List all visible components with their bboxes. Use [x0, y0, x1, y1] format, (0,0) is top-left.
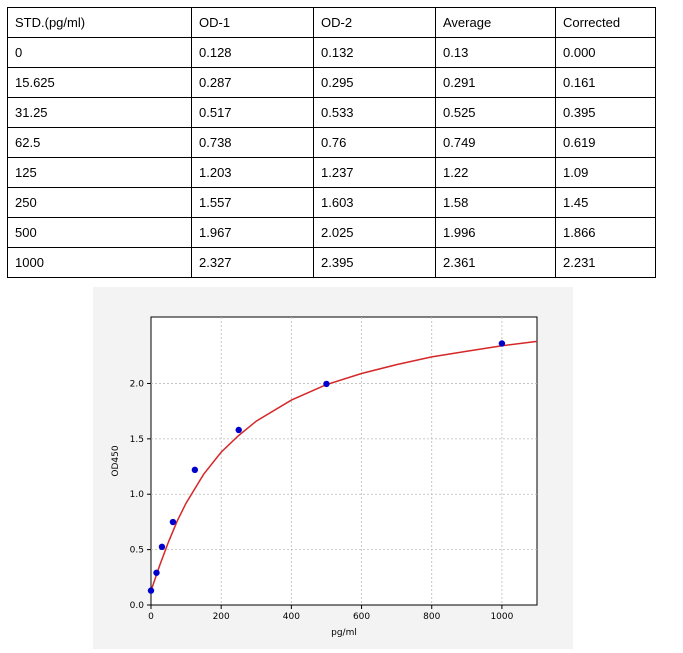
table-row: 500 1.967 2.025 1.996 1.866 — [7, 217, 656, 248]
y-tick-label: 1.0 — [130, 490, 145, 500]
y-tick-label: 0.0 — [130, 601, 145, 611]
table-cell: 1.45 — [555, 187, 656, 218]
table-cell: 0.395 — [555, 97, 656, 128]
data-point — [323, 380, 330, 388]
table-header-cell: OD-2 — [313, 7, 436, 38]
table-cell: 0.76 — [313, 127, 436, 158]
table-header-cell: OD-1 — [191, 7, 314, 38]
table-row: 125 1.203 1.237 1.22 1.09 — [7, 157, 656, 188]
fit-curve-layer — [150, 340, 538, 591]
data-point — [153, 569, 160, 576]
table-cell: 0.619 — [555, 127, 656, 158]
table-cell: 0.128 — [191, 37, 314, 68]
table-cell: 0.161 — [555, 67, 656, 98]
table-cell: 250 — [7, 187, 192, 218]
x-tick-label: 600 — [353, 612, 370, 622]
data-point — [235, 426, 242, 434]
table-cell: 1.22 — [435, 157, 556, 188]
table-cell: 0.000 — [555, 37, 656, 68]
axis-ticks: 0 200 400 600 800 1000 0.0 0.5 1.0 1.5 2.0 — [130, 379, 514, 622]
plot-area — [150, 316, 538, 606]
table-cell: 0.749 — [435, 127, 556, 158]
table-header-cell: Corrected — [555, 7, 656, 38]
data-point — [498, 340, 506, 347]
table-cell: 31.25 — [7, 97, 192, 128]
data-point — [191, 466, 199, 474]
table-cell: 1.58 — [435, 187, 556, 218]
table-header-cell: Average — [435, 7, 556, 38]
table-row: 0 0.128 0.132 0.13 0.000 — [7, 37, 656, 68]
fit-curve — [150, 340, 538, 591]
table-cell: 500 — [7, 217, 192, 248]
table-cell: 0.287 — [191, 67, 314, 98]
data-point — [158, 543, 166, 551]
table-cell: 2.395 — [313, 247, 436, 278]
table-cell: 1.996 — [435, 217, 556, 248]
table-cell: 1.967 — [191, 217, 314, 248]
data-points-layer — [147, 340, 506, 594]
grid-lines — [151, 317, 537, 605]
table-cell: 0.738 — [191, 127, 314, 158]
x-tick-label: 400 — [283, 612, 300, 622]
y-tick-label: 2.0 — [130, 379, 145, 389]
table-cell: 1.203 — [191, 157, 314, 188]
table-cell: 0 — [7, 37, 192, 68]
table-cell: 0.295 — [313, 67, 436, 98]
standard-curve-table: STD.(pg/ml) OD-1 OD-2 Average Corrected 0 0.12… — [7, 7, 656, 278]
table-cell: 2.361 — [435, 247, 556, 278]
x-axis-title: pg/ml — [331, 628, 357, 638]
table-cell: 15.625 — [7, 67, 192, 98]
x-tick-label: 800 — [423, 612, 440, 622]
table-cell: 1.09 — [555, 157, 656, 188]
x-tick-label: 200 — [213, 612, 230, 622]
table-cell: 0.132 — [313, 37, 436, 68]
y-tick-label: 1.5 — [130, 435, 144, 445]
table-row: 31.25 0.517 0.533 0.525 0.395 — [7, 97, 656, 128]
table-cell: 1.603 — [313, 187, 436, 218]
table-cell: 2.025 — [313, 217, 436, 248]
y-tick-label: 0.5 — [130, 546, 144, 556]
standard-curve-chart: 0 200 400 600 800 1000 0.0 0.5 1.0 1.5 2.0 pg/ml O… — [111, 316, 538, 638]
x-tick-label: 1000 — [490, 612, 513, 622]
x-tick-label: 0 — [148, 612, 154, 622]
table-cell: 0.13 — [435, 37, 556, 68]
table-cell: 1.237 — [313, 157, 436, 188]
table-row: 1000 2.327 2.395 2.361 2.231 — [7, 247, 656, 278]
table-cell: 0.517 — [191, 97, 314, 128]
table-cell: 2.327 — [191, 247, 314, 278]
y-axis-title: OD450 — [111, 445, 121, 476]
table-cell: 1.866 — [555, 217, 656, 248]
table-cell: 1000 — [7, 247, 192, 278]
table-cell: 62.5 — [7, 127, 192, 158]
table-row: 62.5 0.738 0.76 0.749 0.619 — [7, 127, 656, 158]
data-point — [169, 518, 177, 526]
chart-panel: 0 200 400 600 800 1000 0.0 0.5 1.0 1.5 2.0 pg/ml O… — [93, 287, 573, 649]
table-cell: 0.533 — [313, 97, 436, 128]
table-header-row: STD.(pg/ml) OD-1 OD-2 Average Corrected — [7, 7, 656, 38]
table-cell: 1.557 — [191, 187, 314, 218]
table-cell: 0.291 — [435, 67, 556, 98]
table-header-cell: STD.(pg/ml) — [7, 7, 192, 38]
table-cell: 2.231 — [555, 247, 656, 278]
table-cell: 125 — [7, 157, 192, 188]
table-cell: 0.525 — [435, 97, 556, 128]
table-row: 250 1.557 1.603 1.58 1.45 — [7, 187, 656, 218]
data-point — [147, 587, 155, 594]
table-row: 15.625 0.287 0.295 0.291 0.161 — [7, 67, 656, 98]
